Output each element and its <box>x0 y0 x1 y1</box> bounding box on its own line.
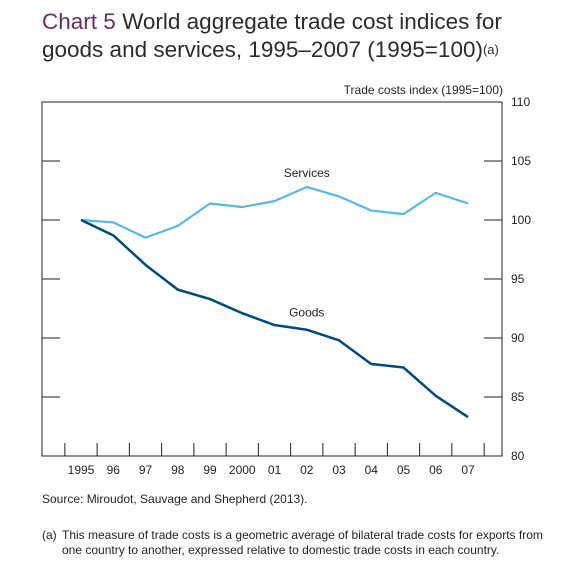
chart-title: Chart 5 World aggregate trade cost indic… <box>42 8 562 64</box>
series-line-goods <box>80 218 469 419</box>
footnote-marker: (a) <box>42 528 57 542</box>
series-layer: Services Goods <box>80 166 469 419</box>
x-axis: 1995 96 97 98 99 2000 01 02 03 04 05 06 07 <box>64 443 485 477</box>
x-tick-label: 04 <box>365 463 379 477</box>
y-tick-label: 80 <box>511 449 525 463</box>
y-tick-label: 85 <box>511 390 525 404</box>
series-label-goods: Goods <box>289 306 324 320</box>
series-label-services: Services <box>284 166 330 180</box>
x-tick-label: 96 <box>107 463 121 477</box>
x-tick-label: 02 <box>300 463 314 477</box>
y-axis-label: Trade costs index (1995=100) <box>344 83 503 97</box>
x-tick-label: 97 <box>139 463 153 477</box>
title-footnote-ref: (a) <box>482 42 499 57</box>
chart-number: Chart 5 <box>42 9 116 34</box>
y-axis: 80 85 90 95 100 105 110 <box>42 95 531 463</box>
x-tick-label: 2000 <box>229 463 256 477</box>
chart-title-text: World aggregate trade cost indices for g… <box>42 9 502 62</box>
source-note: Source: Miroudot, Sauvage and Shepherd (… <box>42 492 308 506</box>
x-tick-label: 1995 <box>68 463 95 477</box>
x-tick-label: 98 <box>171 463 185 477</box>
y-tick-label: 95 <box>511 272 525 286</box>
x-tick-label: 05 <box>397 463 411 477</box>
plot-border <box>41 101 503 457</box>
line-chart: 80 85 90 95 100 105 110 1995 96 97 98 99 2000 01 02 03… <box>41 83 531 477</box>
footnote-line-1: This measure of trade costs is a geometr… <box>62 528 543 542</box>
footnote-line-2: one country to another, expressed relati… <box>62 543 500 557</box>
x-tick-label: 03 <box>332 463 346 477</box>
series-line-services <box>80 185 469 239</box>
y-tick-label: 100 <box>511 213 531 227</box>
x-tick-label: 06 <box>429 463 443 477</box>
y-tick-label: 105 <box>511 154 531 168</box>
footnote: (a) This measure of trade costs is a geom… <box>42 528 567 558</box>
y-tick-label: 110 <box>511 95 530 109</box>
x-tick-label: 07 <box>461 463 475 477</box>
x-tick-label: 01 <box>268 463 282 477</box>
y-tick-label: 90 <box>511 331 525 345</box>
chart-frame <box>41 101 503 457</box>
x-tick-label: 99 <box>203 463 217 477</box>
